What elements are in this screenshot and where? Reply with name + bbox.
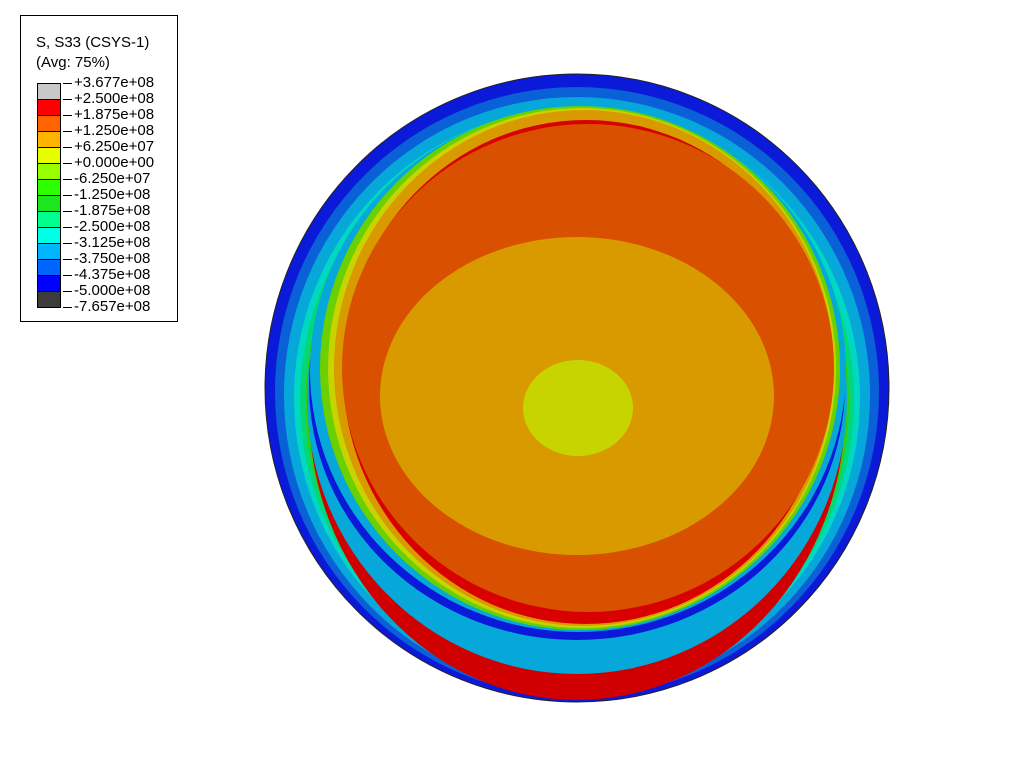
legend-level-label: +1.250e+08 <box>63 123 154 139</box>
legend-swatch <box>37 180 61 196</box>
legend-level-label: +2.500e+08 <box>63 91 154 107</box>
legend-level-label: -4.375e+08 <box>63 267 150 283</box>
legend-level-label: -6.250e+07 <box>63 171 150 187</box>
legend-level-label: -2.500e+08 <box>63 219 150 235</box>
legend-level-label: -1.250e+08 <box>63 187 150 203</box>
legend-level-label: -3.750e+08 <box>63 251 150 267</box>
cap-center-yellow <box>523 360 633 456</box>
legend-level-label: +0.000e+00 <box>63 155 154 171</box>
legend-swatch <box>37 196 61 212</box>
legend-swatch <box>37 244 61 260</box>
legend-swatch <box>37 83 61 100</box>
legend-level-label: +6.250e+07 <box>63 139 154 155</box>
legend-swatch <box>37 228 61 244</box>
legend-swatch <box>37 100 61 116</box>
legend-swatch <box>37 260 61 276</box>
legend-level-label: -7.657e+08 <box>63 299 150 315</box>
legend-level-label: -1.875e+08 <box>63 203 150 219</box>
legend: S, S33 (CSYS-1) (Avg: 75%) +3.677e+08 +2.… <box>20 15 178 322</box>
disc-model <box>264 73 890 703</box>
legend-level-label: -3.125e+08 <box>63 235 150 251</box>
legend-subtitle: (Avg: 75%) <box>36 54 110 71</box>
legend-swatch <box>37 148 61 164</box>
legend-swatch <box>37 292 61 308</box>
legend-swatch <box>37 116 61 132</box>
legend-level-label: -5.000e+08 <box>63 283 150 299</box>
legend-title: S, S33 (CSYS-1) <box>36 34 150 51</box>
legend-level-label: +1.875e+08 <box>63 107 154 123</box>
legend-swatch <box>37 132 61 148</box>
legend-swatch <box>37 164 61 180</box>
legend-level-label: +3.677e+08 <box>63 75 154 91</box>
legend-swatch <box>37 276 61 292</box>
legend-swatch <box>37 212 61 228</box>
color-bar <box>37 83 61 308</box>
